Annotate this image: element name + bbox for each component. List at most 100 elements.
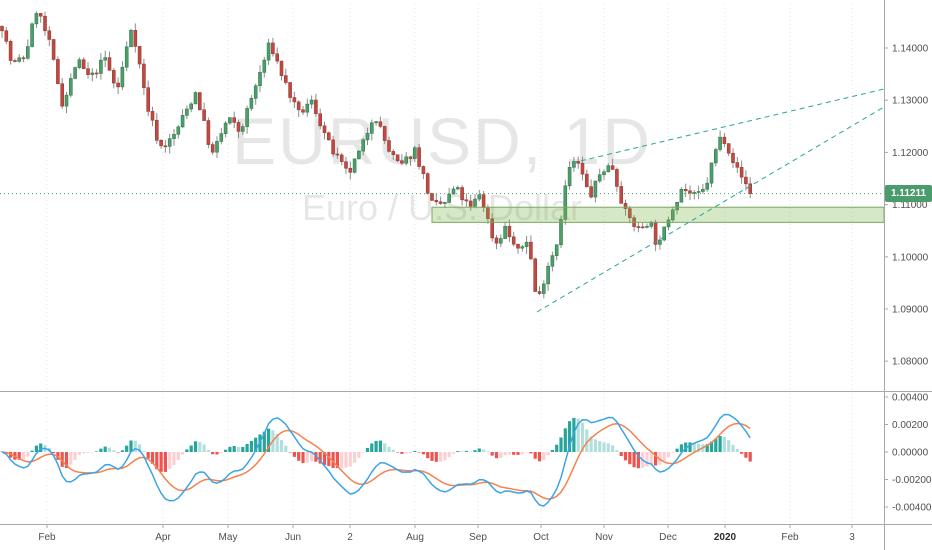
candle-down xyxy=(408,156,413,159)
macd-indicator-pane xyxy=(0,413,752,507)
macd-histogram-bar xyxy=(202,444,206,452)
macd-histogram-bar xyxy=(404,452,408,454)
macd-histogram-bar xyxy=(649,452,653,465)
macd-histogram-bar xyxy=(228,446,232,452)
macd-histogram-bar xyxy=(189,445,193,452)
macd-histogram-bar xyxy=(370,443,374,452)
macd-histogram-bar xyxy=(714,438,718,452)
candle-down xyxy=(722,136,727,144)
macd-histogram-bar xyxy=(482,449,486,452)
candle-up xyxy=(658,239,662,245)
candle-up xyxy=(193,92,198,105)
macd-histogram-bar xyxy=(735,449,739,452)
indicator-axis[interactable]: 0.00400 0.00200 0.00000 -0.00200 -0.00400 xyxy=(884,393,932,514)
candle-up xyxy=(228,117,232,124)
candle-down xyxy=(494,237,499,244)
macd-histogram-bar xyxy=(288,452,292,453)
macd-histogram-bar xyxy=(39,443,43,452)
candle-up xyxy=(692,192,697,194)
candle-up xyxy=(404,156,409,164)
macd-histogram-bar xyxy=(434,452,438,462)
current-price-value: 1.11211 xyxy=(890,188,927,199)
macd-signal-line xyxy=(1,422,751,500)
time-tick-label: Aug xyxy=(406,532,424,543)
candle-up xyxy=(701,188,705,192)
macd-histogram-bar xyxy=(297,452,301,461)
macd-histogram-bar xyxy=(679,444,683,452)
time-tick-label: Feb xyxy=(38,532,56,543)
candle-up xyxy=(572,161,576,168)
macd-histogram-bar xyxy=(563,428,567,452)
candle-down xyxy=(537,291,542,294)
macd-histogram-bar xyxy=(645,452,649,467)
candle-up xyxy=(443,202,447,204)
candle-down xyxy=(507,225,512,238)
candle-up xyxy=(17,57,22,62)
macd-histogram-bar xyxy=(555,444,559,452)
candle-down xyxy=(731,152,735,163)
macd-histogram-bar xyxy=(460,451,464,452)
macd-histogram-bar xyxy=(654,452,658,466)
macd-histogram-bar xyxy=(439,452,443,462)
candle-down xyxy=(481,194,486,208)
macd-histogram-bar xyxy=(542,452,546,460)
candle-up xyxy=(185,108,189,116)
macd-histogram-bar xyxy=(249,440,253,452)
candle-down xyxy=(400,160,404,164)
macd-histogram-bar xyxy=(464,451,468,452)
macd-histogram-bar xyxy=(361,452,365,453)
candle-up xyxy=(258,72,262,87)
candle-up xyxy=(249,98,254,109)
candle-up xyxy=(309,99,314,105)
macd-histogram-bar xyxy=(120,450,124,452)
macd-histogram-bar xyxy=(185,449,189,452)
candle-down xyxy=(395,154,400,162)
indicator-tick-label: 0.00200 xyxy=(892,420,929,431)
macd-histogram-bar xyxy=(671,452,675,453)
macd-histogram-bar xyxy=(391,449,395,452)
price-tick-label: 1.14000 xyxy=(892,44,929,55)
macd-histogram-bar xyxy=(17,452,21,460)
macd-histogram-bar xyxy=(611,445,615,452)
candle-up xyxy=(524,241,529,247)
trendline-2[interactable] xyxy=(536,106,885,313)
macd-histogram-bar xyxy=(426,452,430,459)
price-axis[interactable]: 1.14000 1.13000 1.12000 1.11000 1.10000 1.090… xyxy=(884,44,929,368)
candle-down xyxy=(292,97,297,103)
macd-histogram-bar xyxy=(107,447,112,452)
candle-down xyxy=(615,169,619,187)
candle-down xyxy=(744,176,748,185)
macd-histogram-bar xyxy=(740,452,744,454)
candle-down xyxy=(86,68,90,75)
support-zone-rectangle[interactable] xyxy=(431,206,885,223)
macd-histogram-bar xyxy=(318,452,322,464)
candle-up xyxy=(34,13,39,25)
macd-histogram-bar xyxy=(636,452,640,469)
candle-down xyxy=(137,46,142,65)
candle-up xyxy=(602,171,606,176)
candle-down xyxy=(47,30,52,40)
candle-down xyxy=(748,183,753,194)
candle-down xyxy=(627,208,632,219)
price-tick-label: 1.13000 xyxy=(892,96,929,107)
candle-down xyxy=(296,101,301,111)
macd-histogram-bar xyxy=(163,452,167,472)
time-tick-label: 2020 xyxy=(714,532,737,543)
time-axis[interactable]: Feb Apr May Jun 2 Aug Sep Oct Nov Dec 2020 Feb 3 xyxy=(38,524,855,543)
macd-histogram-bar xyxy=(224,449,228,452)
candle-down xyxy=(417,147,421,167)
macd-histogram-bar xyxy=(598,441,602,452)
macd-histogram-bar xyxy=(159,452,163,472)
candle-up xyxy=(215,141,219,153)
macd-histogram-bar xyxy=(193,441,198,452)
candle-down xyxy=(584,173,589,187)
chart-drawings[interactable] xyxy=(0,88,885,313)
macd-histogram-bar xyxy=(232,445,236,452)
candle-down xyxy=(735,162,740,168)
macd-histogram-bar xyxy=(396,452,400,453)
candle-up xyxy=(245,108,249,127)
candle-up xyxy=(253,85,258,99)
macd-histogram-bar xyxy=(215,452,219,455)
candle-down xyxy=(60,83,65,107)
